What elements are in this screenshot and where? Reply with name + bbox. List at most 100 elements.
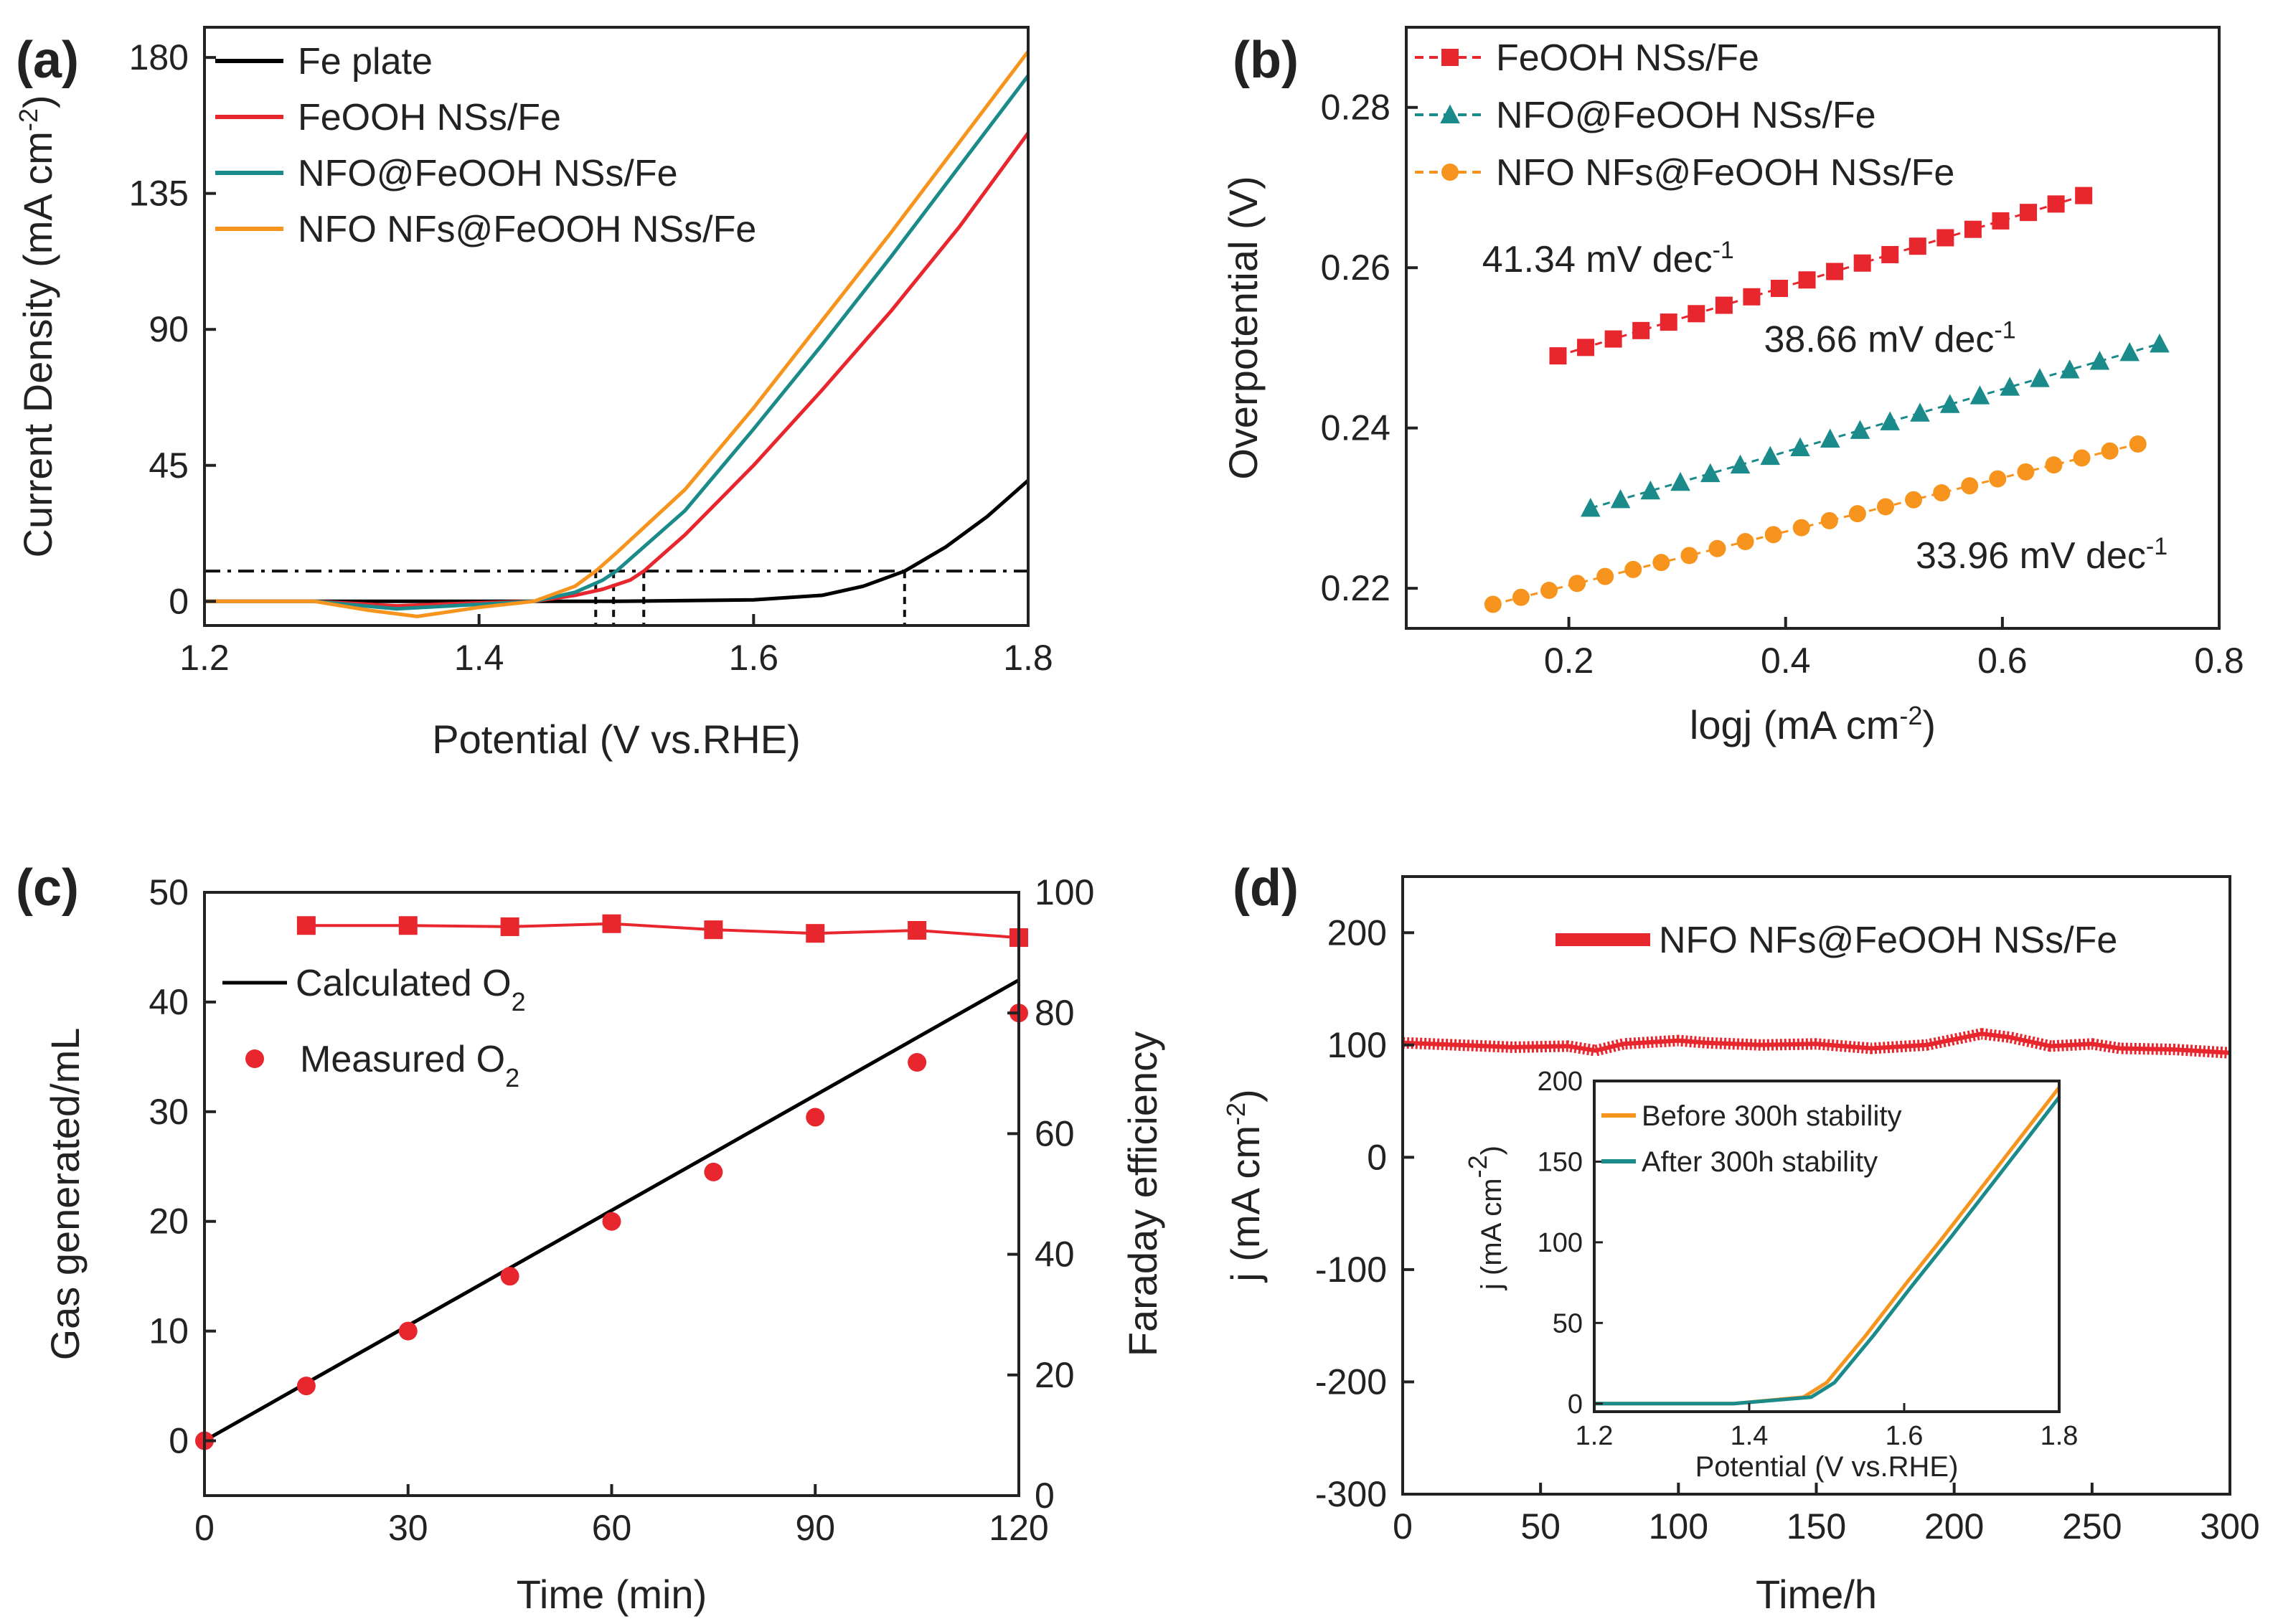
data-point-0 xyxy=(2075,187,2093,204)
data-point-2 xyxy=(2073,449,2091,467)
panel-b-chart: (b) 0.2 0.4 0.6 0.8 0.22 0.24 0.26 0.28 logj (mA … xyxy=(1220,26,2244,748)
series-line-0 xyxy=(204,478,1030,603)
series-line-2 xyxy=(204,74,1030,611)
x-tick-label: 150 xyxy=(1787,1506,1846,1547)
y-tick-label: 200 xyxy=(1327,912,1387,953)
inset-y-tick-label: 0 xyxy=(1568,1389,1583,1420)
data-point-1 xyxy=(2089,351,2110,370)
data-point-0 xyxy=(1798,271,1816,289)
legend-marker-1 xyxy=(1440,104,1460,123)
x-tick-label: 30 xyxy=(388,1508,428,1548)
inset-y-tick-label: 100 xyxy=(1538,1228,1583,1258)
data-point-0 xyxy=(1908,237,1926,255)
data-point-2 xyxy=(2045,456,2063,474)
measured-point xyxy=(398,1321,418,1341)
x-tick-label: 50 xyxy=(1520,1506,1561,1547)
x-axis-title: Time (min) xyxy=(517,1572,707,1617)
y-tick-label: 0 xyxy=(169,581,189,621)
data-point-1 xyxy=(1730,454,1751,474)
plot-frame xyxy=(203,26,1030,627)
legend-marker-measured xyxy=(245,1049,264,1068)
data-point-1 xyxy=(2030,368,2050,387)
calculated-line xyxy=(203,978,1020,1443)
data-point-0 xyxy=(1688,305,1705,323)
inset-legend-label: Before 300h stability xyxy=(1642,1100,1901,1132)
faraday-point xyxy=(500,917,519,936)
data-point-1 xyxy=(2150,333,2170,353)
y-axis-title: Overpotential (V) xyxy=(1220,176,1266,479)
data-point-2 xyxy=(1652,554,1670,572)
y-right-tick-label: 80 xyxy=(1035,993,1075,1033)
data-point-2 xyxy=(1989,470,2007,488)
data-point-2 xyxy=(1933,484,1951,502)
y-tick-label: -200 xyxy=(1315,1361,1387,1402)
data-point-2 xyxy=(1680,547,1698,565)
measured-point xyxy=(908,1053,927,1072)
data-point-0 xyxy=(1936,229,1954,247)
data-point-2 xyxy=(1596,567,1614,585)
x-tick-label: 60 xyxy=(592,1508,632,1548)
y-axis-title: j (mA cm-2) xyxy=(1221,1089,1269,1283)
data-point-1 xyxy=(1790,437,1810,457)
data-point-1 xyxy=(1880,411,1901,430)
slope-annotation: 41.34 mV dec-1 xyxy=(1482,237,1734,280)
y-tick-label: 0.26 xyxy=(1321,247,1390,288)
measured-point xyxy=(296,1377,316,1396)
y-tick-label: 135 xyxy=(129,174,189,214)
inset-x-tick-label: 1.8 xyxy=(2041,1421,2079,1451)
data-point-0 xyxy=(1743,288,1761,306)
inset-x-tick-label: 1.4 xyxy=(1731,1421,1769,1451)
data-point-2 xyxy=(1961,477,1979,495)
data-point-1 xyxy=(1820,428,1840,448)
slope-annotation: 33.96 mV dec-1 xyxy=(1916,533,2168,577)
y-tick-label: 0 xyxy=(169,1421,189,1461)
y-right-axis-title: Faraday efficiency xyxy=(1120,1031,1165,1356)
x-tick-label: 90 xyxy=(795,1508,835,1548)
faraday-point xyxy=(602,914,621,933)
panel-label: (a) xyxy=(16,32,79,89)
data-point-2 xyxy=(1484,595,1502,613)
inset-series-1 xyxy=(1594,1095,2061,1406)
legend-marker-0 xyxy=(1441,49,1459,66)
data-point-2 xyxy=(1876,498,1894,516)
slope-annotation: 38.66 mV dec-1 xyxy=(1764,317,2016,361)
y-tick-label: 20 xyxy=(149,1202,189,1242)
series-line-1 xyxy=(204,131,1030,608)
faraday-point xyxy=(704,920,723,940)
y-right-tick-label: 100 xyxy=(1035,872,1094,912)
faraday-line xyxy=(306,922,1020,940)
y-right-tick-label: 20 xyxy=(1035,1355,1075,1395)
inset-background xyxy=(1594,1081,2059,1412)
inset-x-axis-title: Potential (V vs.RHE) xyxy=(1695,1451,1959,1483)
measured-point xyxy=(806,1108,825,1127)
inset-y-tick-label: 150 xyxy=(1538,1147,1583,1177)
legend-label: FeOOH NSs/Fe xyxy=(298,97,561,138)
x-tick-label: 200 xyxy=(1924,1506,1984,1547)
data-point-1 xyxy=(1760,445,1781,466)
y-tick-label: 40 xyxy=(149,982,189,1022)
data-point-0 xyxy=(1992,212,2010,230)
x-tick-label: 1.6 xyxy=(729,638,779,678)
plot-frame xyxy=(1405,26,2221,630)
y-right-tick-label: 0 xyxy=(1035,1476,1055,1516)
data-point-0 xyxy=(2047,195,2065,213)
faraday-point xyxy=(296,916,316,935)
data-point-0 xyxy=(1549,347,1567,365)
data-point-2 xyxy=(1708,539,1726,557)
data-point-0 xyxy=(1660,313,1677,331)
y-right-tick-label: 40 xyxy=(1035,1234,1075,1275)
x-axis-title: logj (mA cm-2) xyxy=(1690,701,1936,748)
x-tick-label: 1.4 xyxy=(454,638,504,678)
data-point-0 xyxy=(1881,245,1899,263)
y-tick-label: 100 xyxy=(1327,1025,1387,1065)
measured-point xyxy=(602,1212,621,1231)
y-tick-label: 0 xyxy=(1367,1137,1387,1177)
legend-label: NFO NFs@FeOOH NSs/Fe xyxy=(1496,152,1954,194)
measured-point xyxy=(500,1267,519,1286)
data-point-1 xyxy=(1640,480,1661,500)
data-point-2 xyxy=(2129,435,2147,453)
y-tick-label: 0.22 xyxy=(1321,568,1390,608)
x-axis-title: Time/h xyxy=(1756,1572,1877,1617)
stability-trace-core xyxy=(1402,1031,2231,1055)
